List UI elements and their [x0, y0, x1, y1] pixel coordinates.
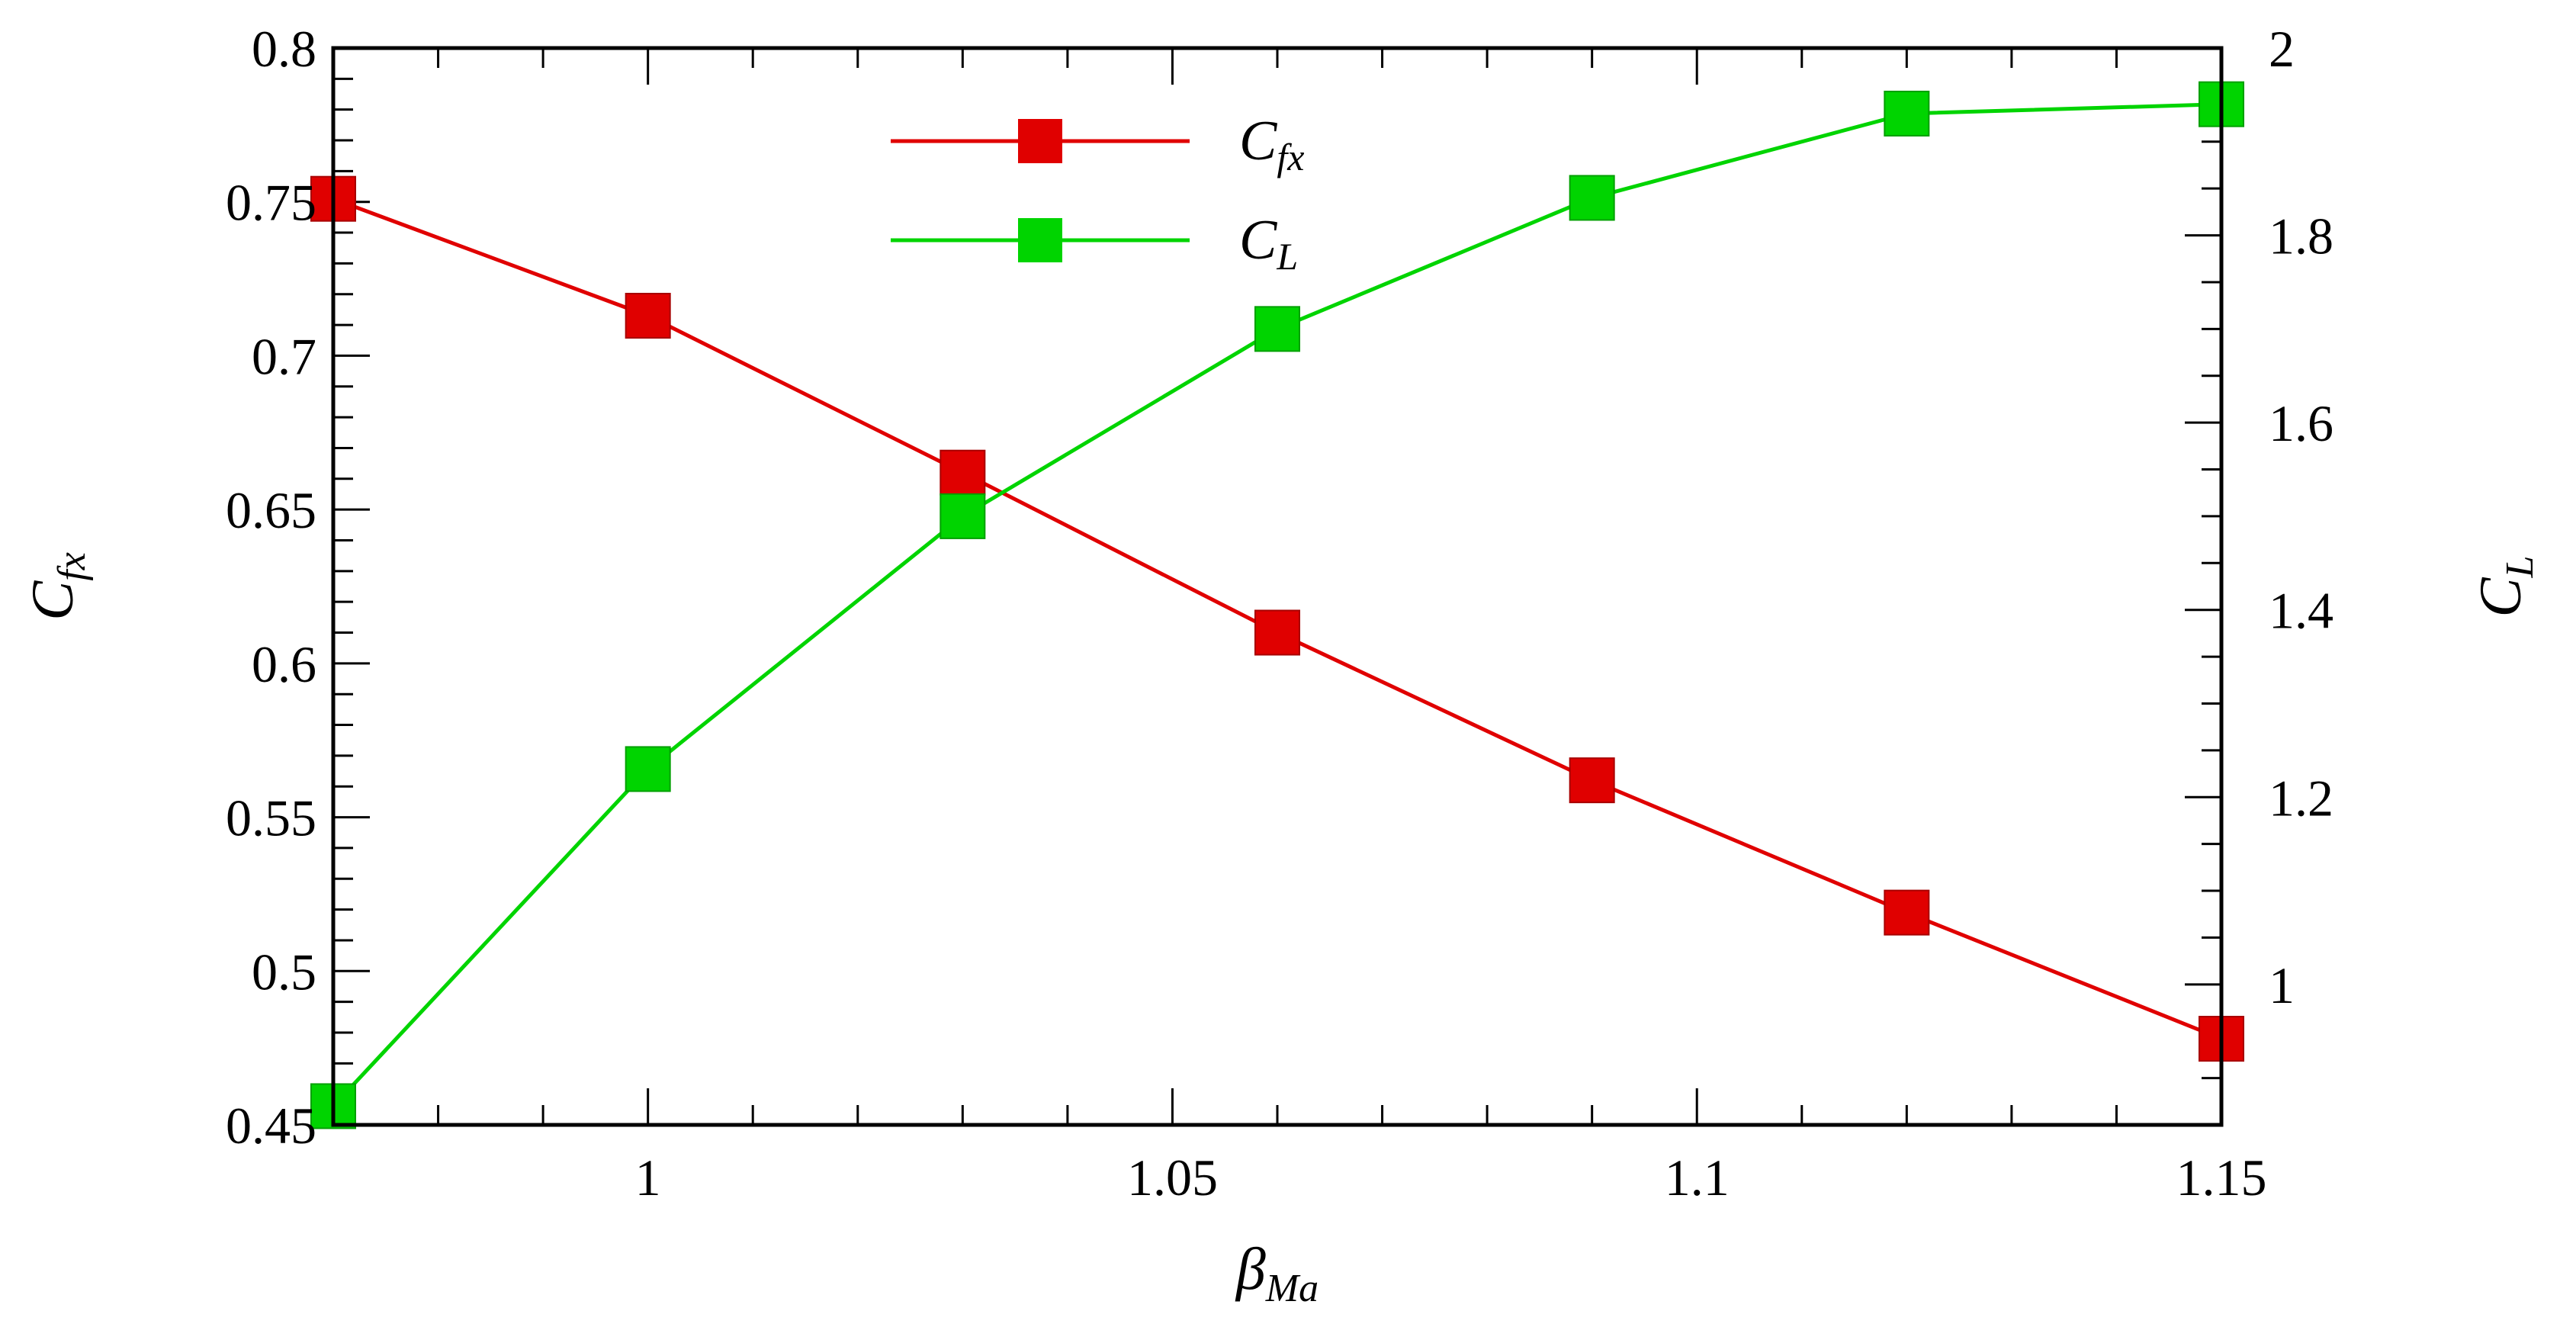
y-left-tick-label: 0.45	[226, 1097, 316, 1155]
y-right-axis-label-main: C	[2467, 577, 2533, 617]
y-left-tick-label: 0.55	[226, 789, 316, 847]
legend-marker-C_L	[1018, 218, 1062, 262]
data-point-C_fx	[1569, 757, 1615, 804]
legend-label-sub: L	[1276, 235, 1298, 278]
data-point-C_L	[625, 746, 671, 792]
data-point-C_fx	[1884, 889, 1930, 936]
y-right-tick-label: 2	[2269, 20, 2295, 78]
y-left-axis-label: Cfx	[19, 552, 94, 621]
legend-label-sub: fx	[1277, 136, 1304, 178]
ticks-layer	[332, 47, 2223, 1126]
x-tick-label: 1.05	[1127, 1149, 1218, 1206]
x-axis-label-sub: Ma	[1265, 1267, 1319, 1310]
data-point-C_L	[940, 493, 986, 539]
legend-label-C_L: CL	[1239, 209, 1298, 278]
y-right-axis-label: CL	[2467, 556, 2542, 618]
x-axis-label-main: β	[1235, 1235, 1266, 1302]
series-layer	[310, 81, 2244, 1129]
y-left-tick-label: 0.7	[252, 327, 316, 385]
x-tick-label: 1.15	[2176, 1149, 2267, 1206]
y-left-axis-label-sub: fx	[50, 552, 94, 581]
x-tick-label: 1.1	[1665, 1149, 1730, 1206]
labels-layer: 1 1.05 1.1 1.15 0.45 0.5 0.55 0.6 0.65 0.7 0.75 0.8…	[19, 20, 2542, 1310]
y-right-tick-label: 1.8	[2269, 207, 2333, 265]
data-point-C_L	[1569, 175, 1615, 221]
x-tick-label: 1	[635, 1149, 661, 1206]
y-left-tick-label: 0.8	[252, 20, 316, 78]
legend-label-main: C	[1239, 209, 1278, 271]
y-right-axis-label-sub: L	[2498, 556, 2542, 579]
y-left-tick-label: 0.65	[226, 481, 316, 539]
data-point-C_fx	[1254, 609, 1300, 656]
plot-frame	[331, 46, 2224, 1127]
data-point-C_fx	[940, 449, 986, 496]
y-left-tick-label: 0.6	[252, 635, 316, 693]
y-left-tick-label: 0.5	[252, 943, 316, 1001]
data-point-C_L	[1884, 90, 1930, 137]
y-right-tick-label: 1.6	[2269, 394, 2333, 452]
legend-marker-C_fx	[1018, 119, 1062, 163]
y-right-tick-label: 1	[2269, 956, 2295, 1014]
data-point-C_fx	[625, 292, 671, 339]
y-left-axis-label-main: C	[19, 580, 85, 621]
y-right-tick-label: 1.4	[2269, 582, 2333, 640]
data-point-C_L	[1254, 306, 1300, 352]
y-right-tick-label: 1.2	[2269, 769, 2333, 827]
x-axis-label: βMa	[1235, 1235, 1319, 1310]
y-left-tick-label: 0.75	[226, 174, 316, 232]
legend-label-C_fx: Cfx	[1239, 110, 1304, 178]
legend-label-main: C	[1239, 110, 1278, 172]
